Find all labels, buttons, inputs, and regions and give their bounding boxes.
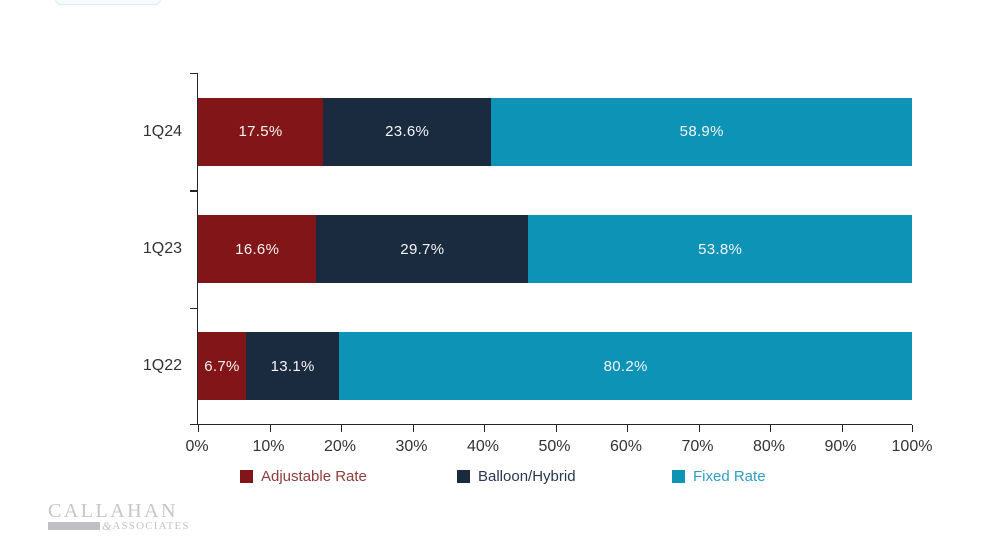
legend-label: Balloon/Hybrid: [478, 467, 576, 485]
callahan-logo: CALLAHAN & ASSOCIATES: [48, 500, 190, 533]
logo-bar-shape: [48, 522, 100, 530]
logo-callahan-text: CALLAHAN: [48, 500, 178, 522]
bar-segment-1q22-balloon-hybrid[interactable]: 13.1%: [245, 332, 340, 401]
bar-segment-1q22-adjustable-rate[interactable]: 6.7%: [198, 332, 246, 401]
y-axis-tick: [190, 424, 198, 426]
legend-label: Adjustable Rate: [261, 467, 367, 485]
y-axis-tick: [190, 190, 198, 192]
bar-segment-1q23-fixed-rate[interactable]: 53.8%: [528, 215, 912, 283]
bar-data-label: 58.9%: [679, 123, 724, 141]
bar-data-label: 6.7%: [204, 357, 240, 375]
x-axis-tick: [841, 425, 843, 432]
x-axis-tick-label: 60%: [609, 438, 643, 455]
legend-item-balloon-hybrid[interactable]: Balloon/Hybrid: [457, 466, 576, 486]
bar-data-label: 16.6%: [235, 240, 280, 258]
x-axis-tick: [341, 425, 343, 432]
legend-label: Fixed Rate: [693, 467, 766, 485]
bar-row-1q23: 16.6% 29.7% 53.8%: [198, 215, 912, 283]
legend-swatch: [457, 469, 470, 483]
bar-data-label: 17.5%: [238, 123, 283, 141]
x-axis-tick: [770, 425, 772, 432]
bar-data-label: 53.8%: [698, 240, 743, 258]
bar-data-label: 13.1%: [270, 357, 315, 375]
x-axis-tick-label: 0%: [185, 438, 209, 455]
category-label-1q22: 1Q22: [142, 357, 182, 375]
y-axis-tick: [190, 307, 198, 310]
y-axis-tick: [190, 73, 198, 75]
bar-row-1q22: 6.7% 13.1% 80.2%: [198, 332, 912, 401]
cutoff-button-edge: [55, 0, 161, 5]
x-axis-tick: [911, 425, 913, 432]
bar-data-label: 23.6%: [385, 123, 430, 141]
bar-segment-1q24-fixed-rate[interactable]: 58.9%: [491, 97, 912, 166]
x-axis-tick-label: 10%: [252, 438, 285, 455]
legend-item-fixed-rate[interactable]: Fixed Rate: [672, 466, 766, 486]
category-label-1q24: 1Q24: [142, 122, 182, 140]
x-axis-tick: [555, 425, 557, 432]
legend-item-adjustable-rate[interactable]: Adjustable Rate: [240, 466, 367, 486]
bar-segment-1q24-adjustable-rate[interactable]: 17.5%: [198, 97, 323, 166]
plot-area: 17.5% 23.6% 58.9% 16.6% 29.7% 53.8% 6.7% 13.1% 8…: [190, 73, 913, 432]
bar-data-label: 29.7%: [400, 240, 445, 258]
legend-swatch: [672, 469, 685, 483]
x-axis-tick: [198, 425, 200, 432]
x-axis-tick: [269, 425, 271, 432]
category-label-1q23: 1Q23: [142, 240, 182, 257]
bar-segment-1q24-balloon-hybrid[interactable]: 23.6%: [322, 97, 492, 166]
x-axis-tick-label: 80%: [752, 438, 786, 455]
x-axis-tick-label: 50%: [538, 438, 571, 455]
bar-segment-1q22-fixed-rate[interactable]: 80.2%: [339, 332, 912, 401]
logo-associates-row: & ASSOCIATES: [48, 518, 190, 533]
x-axis-tick: [627, 425, 629, 432]
logo-ampersand: &: [102, 518, 112, 533]
x-axis-tick-label: 90%: [824, 438, 857, 455]
x-axis-tick-label: 70%: [681, 438, 714, 455]
x-axis-tick-label: 30%: [395, 438, 428, 455]
bar-segment-1q23-adjustable-rate[interactable]: 16.6%: [198, 215, 317, 283]
bar-data-label: 80.2%: [603, 357, 648, 375]
bar-segment-1q23-balloon-hybrid[interactable]: 29.7%: [316, 215, 529, 283]
logo-associates-text: ASSOCIATES: [112, 520, 190, 532]
x-axis-tick: [698, 425, 700, 432]
x-axis-tick-label: 20%: [323, 438, 357, 455]
x-axis-tick-label: 40%: [466, 438, 500, 455]
x-axis-tick: [412, 425, 414, 432]
x-axis-tick-label: 100%: [891, 438, 933, 455]
x-axis-tick: [484, 425, 486, 432]
legend-swatch: [240, 469, 253, 483]
bar-row-1q24: 17.5% 23.6% 58.9%: [198, 97, 912, 166]
chart-legend: Adjustable Rate Balloon/Hybrid Fixed Rate: [0, 466, 1000, 486]
